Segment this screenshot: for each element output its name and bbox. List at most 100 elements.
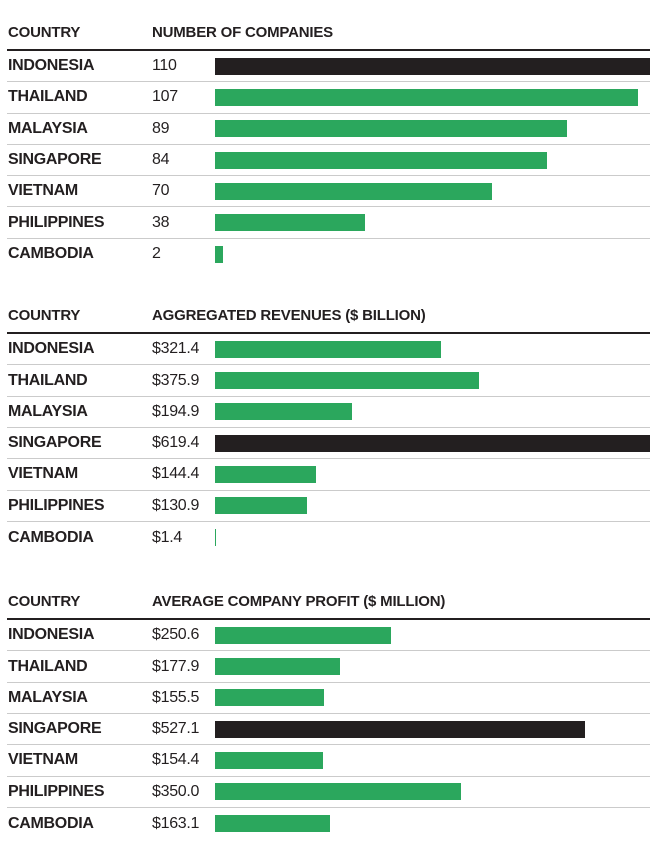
metric-column-header: AVERAGE COMPANY PROFIT ($ MILLION): [152, 593, 446, 611]
value-bar: [215, 151, 548, 169]
value-bar: [215, 245, 223, 263]
value-bar: [215, 403, 352, 421]
country-label: INDONESIA: [8, 626, 95, 644]
metric-column-header: NUMBER OF COMPANIES: [152, 24, 333, 41]
value-bar: [215, 434, 650, 452]
value-bar: [215, 626, 391, 644]
value-label: $527.1: [152, 720, 200, 738]
bar-track: [215, 57, 650, 75]
value-bar: [215, 340, 441, 358]
country-label: VIETNAM: [8, 182, 78, 200]
country-label: CAMBODIA: [8, 528, 94, 546]
bar-track: [215, 151, 650, 169]
table-row: PHILIPPINES $130.9: [7, 491, 650, 522]
bar-track: [215, 689, 650, 707]
table-row: THAILAND $177.9: [7, 651, 650, 683]
table-row: VIETNAM $144.4: [7, 459, 650, 491]
value-bar: [215, 751, 324, 769]
value-bar: [215, 214, 366, 232]
value-label: 107: [152, 88, 178, 106]
value-label: 38: [152, 213, 170, 231]
bar-track: [215, 214, 650, 232]
country-label: PHILIPPINES: [8, 213, 105, 231]
value-label: $130.9: [152, 496, 200, 514]
bar-track: [215, 372, 650, 390]
value-bar: [215, 120, 567, 138]
bar-track: [215, 720, 650, 738]
value-label: $154.4: [152, 751, 200, 769]
bar-track: [215, 120, 650, 138]
chart-section: COUNTRY AGGREGATED REVENUES ($ BILLION) …: [7, 307, 650, 553]
country-label: PHILIPPINES: [8, 782, 105, 800]
country-label: SINGAPORE: [8, 720, 102, 738]
value-bar: [215, 529, 216, 546]
bar-track: [215, 497, 650, 515]
country-label: MALAYSIA: [8, 119, 88, 137]
country-label: MALAYSIA: [8, 402, 88, 420]
bar-track: [215, 465, 650, 483]
value-label: $350.0: [152, 782, 200, 800]
country-label: THAILAND: [8, 88, 88, 106]
value-label: 2: [152, 245, 161, 263]
value-label: $155.5: [152, 688, 200, 706]
table-row: VIETNAM 70: [7, 176, 650, 208]
table-row: SINGAPORE $619.4: [7, 428, 650, 460]
table-row: INDONESIA $321.4: [7, 334, 650, 366]
value-label: $619.4: [152, 434, 200, 452]
bar-track: [215, 88, 650, 106]
table-row: CAMBODIA 2: [7, 239, 650, 270]
country-label: CAMBODIA: [8, 814, 94, 832]
value-bar: [215, 182, 492, 200]
table-row: VIETNAM $154.4: [7, 745, 650, 777]
value-bar: [215, 815, 330, 833]
value-label: $321.4: [152, 340, 200, 358]
table-row: INDONESIA 110: [7, 51, 650, 83]
value-label: $250.6: [152, 626, 200, 644]
country-label: INDONESIA: [8, 57, 95, 75]
table-row: MALAYSIA 89: [7, 114, 650, 145]
table-row: CAMBODIA $163.1: [7, 808, 650, 839]
section-rows: INDONESIA $321.4 THAILAND $375.9 MALAYSI…: [7, 334, 650, 553]
country-label: VIETNAM: [8, 751, 78, 769]
bar-track: [215, 340, 650, 358]
value-bar: [215, 689, 325, 707]
country-label: PHILIPPINES: [8, 496, 105, 514]
table-row: MALAYSIA $194.9: [7, 397, 650, 428]
value-bar: [215, 658, 340, 676]
bar-track: [215, 815, 650, 833]
country-label: THAILAND: [8, 371, 88, 389]
country-label: THAILAND: [8, 657, 88, 675]
value-label: $194.9: [152, 402, 200, 420]
value-bar: [215, 372, 479, 390]
value-bar: [215, 465, 317, 483]
value-label: 70: [152, 182, 170, 200]
value-label: $1.4: [152, 528, 182, 546]
bar-track: [215, 182, 650, 200]
section-header-row: COUNTRY NUMBER OF COMPANIES: [7, 0, 650, 51]
bar-track: [215, 783, 650, 801]
value-label: $163.1: [152, 814, 200, 832]
value-bar: [215, 497, 307, 515]
table-row: THAILAND 107: [7, 82, 650, 114]
country-label: VIETNAM: [8, 465, 78, 483]
value-label: $375.9: [152, 371, 200, 389]
country-label: INDONESIA: [8, 340, 95, 358]
country-column-header: COUNTRY: [8, 307, 81, 325]
bar-track: [215, 751, 650, 769]
value-label: $177.9: [152, 657, 200, 675]
value-bar: [215, 720, 586, 738]
bar-track: [215, 434, 650, 452]
value-bar: [215, 783, 461, 801]
table-row: SINGAPORE $527.1: [7, 714, 650, 746]
country-column-header: COUNTRY: [8, 24, 81, 41]
country-label: SINGAPORE: [8, 434, 102, 452]
value-label: 84: [152, 151, 170, 169]
value-label: 89: [152, 119, 170, 137]
country-column-header: COUNTRY: [8, 593, 81, 611]
section-rows: INDONESIA $250.6 THAILAND $177.9 MALAYSI…: [7, 620, 650, 839]
bar-track: [215, 658, 650, 676]
value-label: $144.4: [152, 465, 200, 483]
section-header-row: COUNTRY AGGREGATED REVENUES ($ BILLION): [7, 307, 650, 335]
table-row: PHILIPPINES $350.0: [7, 777, 650, 808]
